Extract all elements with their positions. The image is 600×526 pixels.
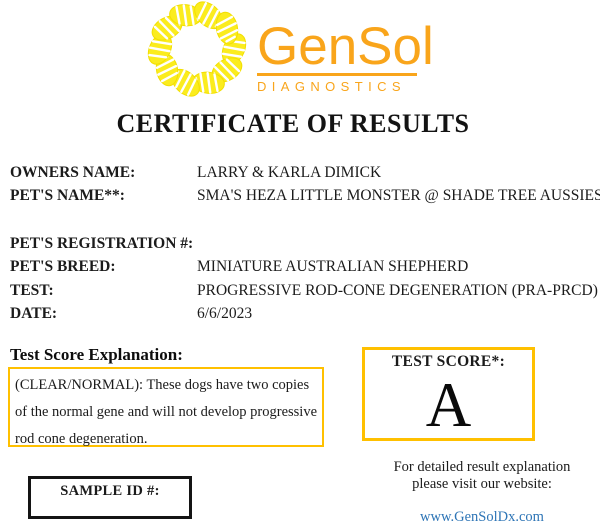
field-label: DATE: [10,305,58,322]
field-row-owners-name: OWNERS NAME: LARRY & KARLA DIMICK [10,164,595,182]
field-value: LARRY & KARLA DIMICK [197,164,382,181]
test-score-explanation-text: (CLEAR/NORMAL): These dogs have two copi… [15,377,318,447]
test-score-label: TEST SCORE*: [391,353,506,370]
page-title: CERTIFICATE OF RESULTS [116,109,470,138]
test-score-explanation-box: (CLEAR/NORMAL): These dogs have two copi… [8,367,324,447]
logo: GenSol DIAGNOSTICS [257,17,434,94]
footer-line1: For detailed result explanation [393,459,571,475]
field-label: OWNERS NAME: [10,164,136,181]
field-value: 6/6/2023 [197,305,253,322]
field-value: MINIATURE AUSTRALIAN SHEPHERD [197,258,469,275]
field-label: PET'S NAME**: [10,187,125,204]
field-label: TEST: [10,282,54,299]
footer-line2: please visit our website: [412,476,552,492]
field-value: SMA'S HEZA LITTLE MONSTER @ SHADE TREE A… [197,187,600,204]
brand-underline [257,73,417,76]
dna-wreath-icon [147,1,247,97]
field-row-pets-breed: PET'S BREED: MINIATURE AUSTRALIAN SHEPHER… [10,258,595,276]
field-value: PROGRESSIVE ROD-CONE DEGENERATION (PRA-P… [197,282,598,299]
test-score-value: A [425,370,472,440]
field-label: PET'S BREED: [10,258,116,275]
website-link[interactable]: www.GenSolDx.com [420,509,544,525]
footer: For detailed result explanation please v… [368,459,596,526]
sample-id-box: SAMPLE ID #: [28,476,192,519]
field-row-test: TEST: PROGRESSIVE ROD-CONE DEGENERATION (… [10,282,598,300]
field-row-pets-name: PET'S NAME**: SMA'S HEZA LITTLE MONSTER @… [10,187,600,205]
brand-name: GenSol [257,17,434,76]
brand-tagline: DIAGNOSTICS [257,79,406,94]
test-score-box: TEST SCORE*: A [362,347,535,441]
field-row-pets-registration: PET'S REGISTRATION #: [10,235,595,253]
sample-id-label: SAMPLE ID #: [60,483,160,499]
field-row-date: DATE: 6/6/2023 [10,305,595,323]
field-label: PET'S REGISTRATION #: [10,235,194,252]
test-score-explanation-heading: Test Score Explanation: [10,345,183,364]
